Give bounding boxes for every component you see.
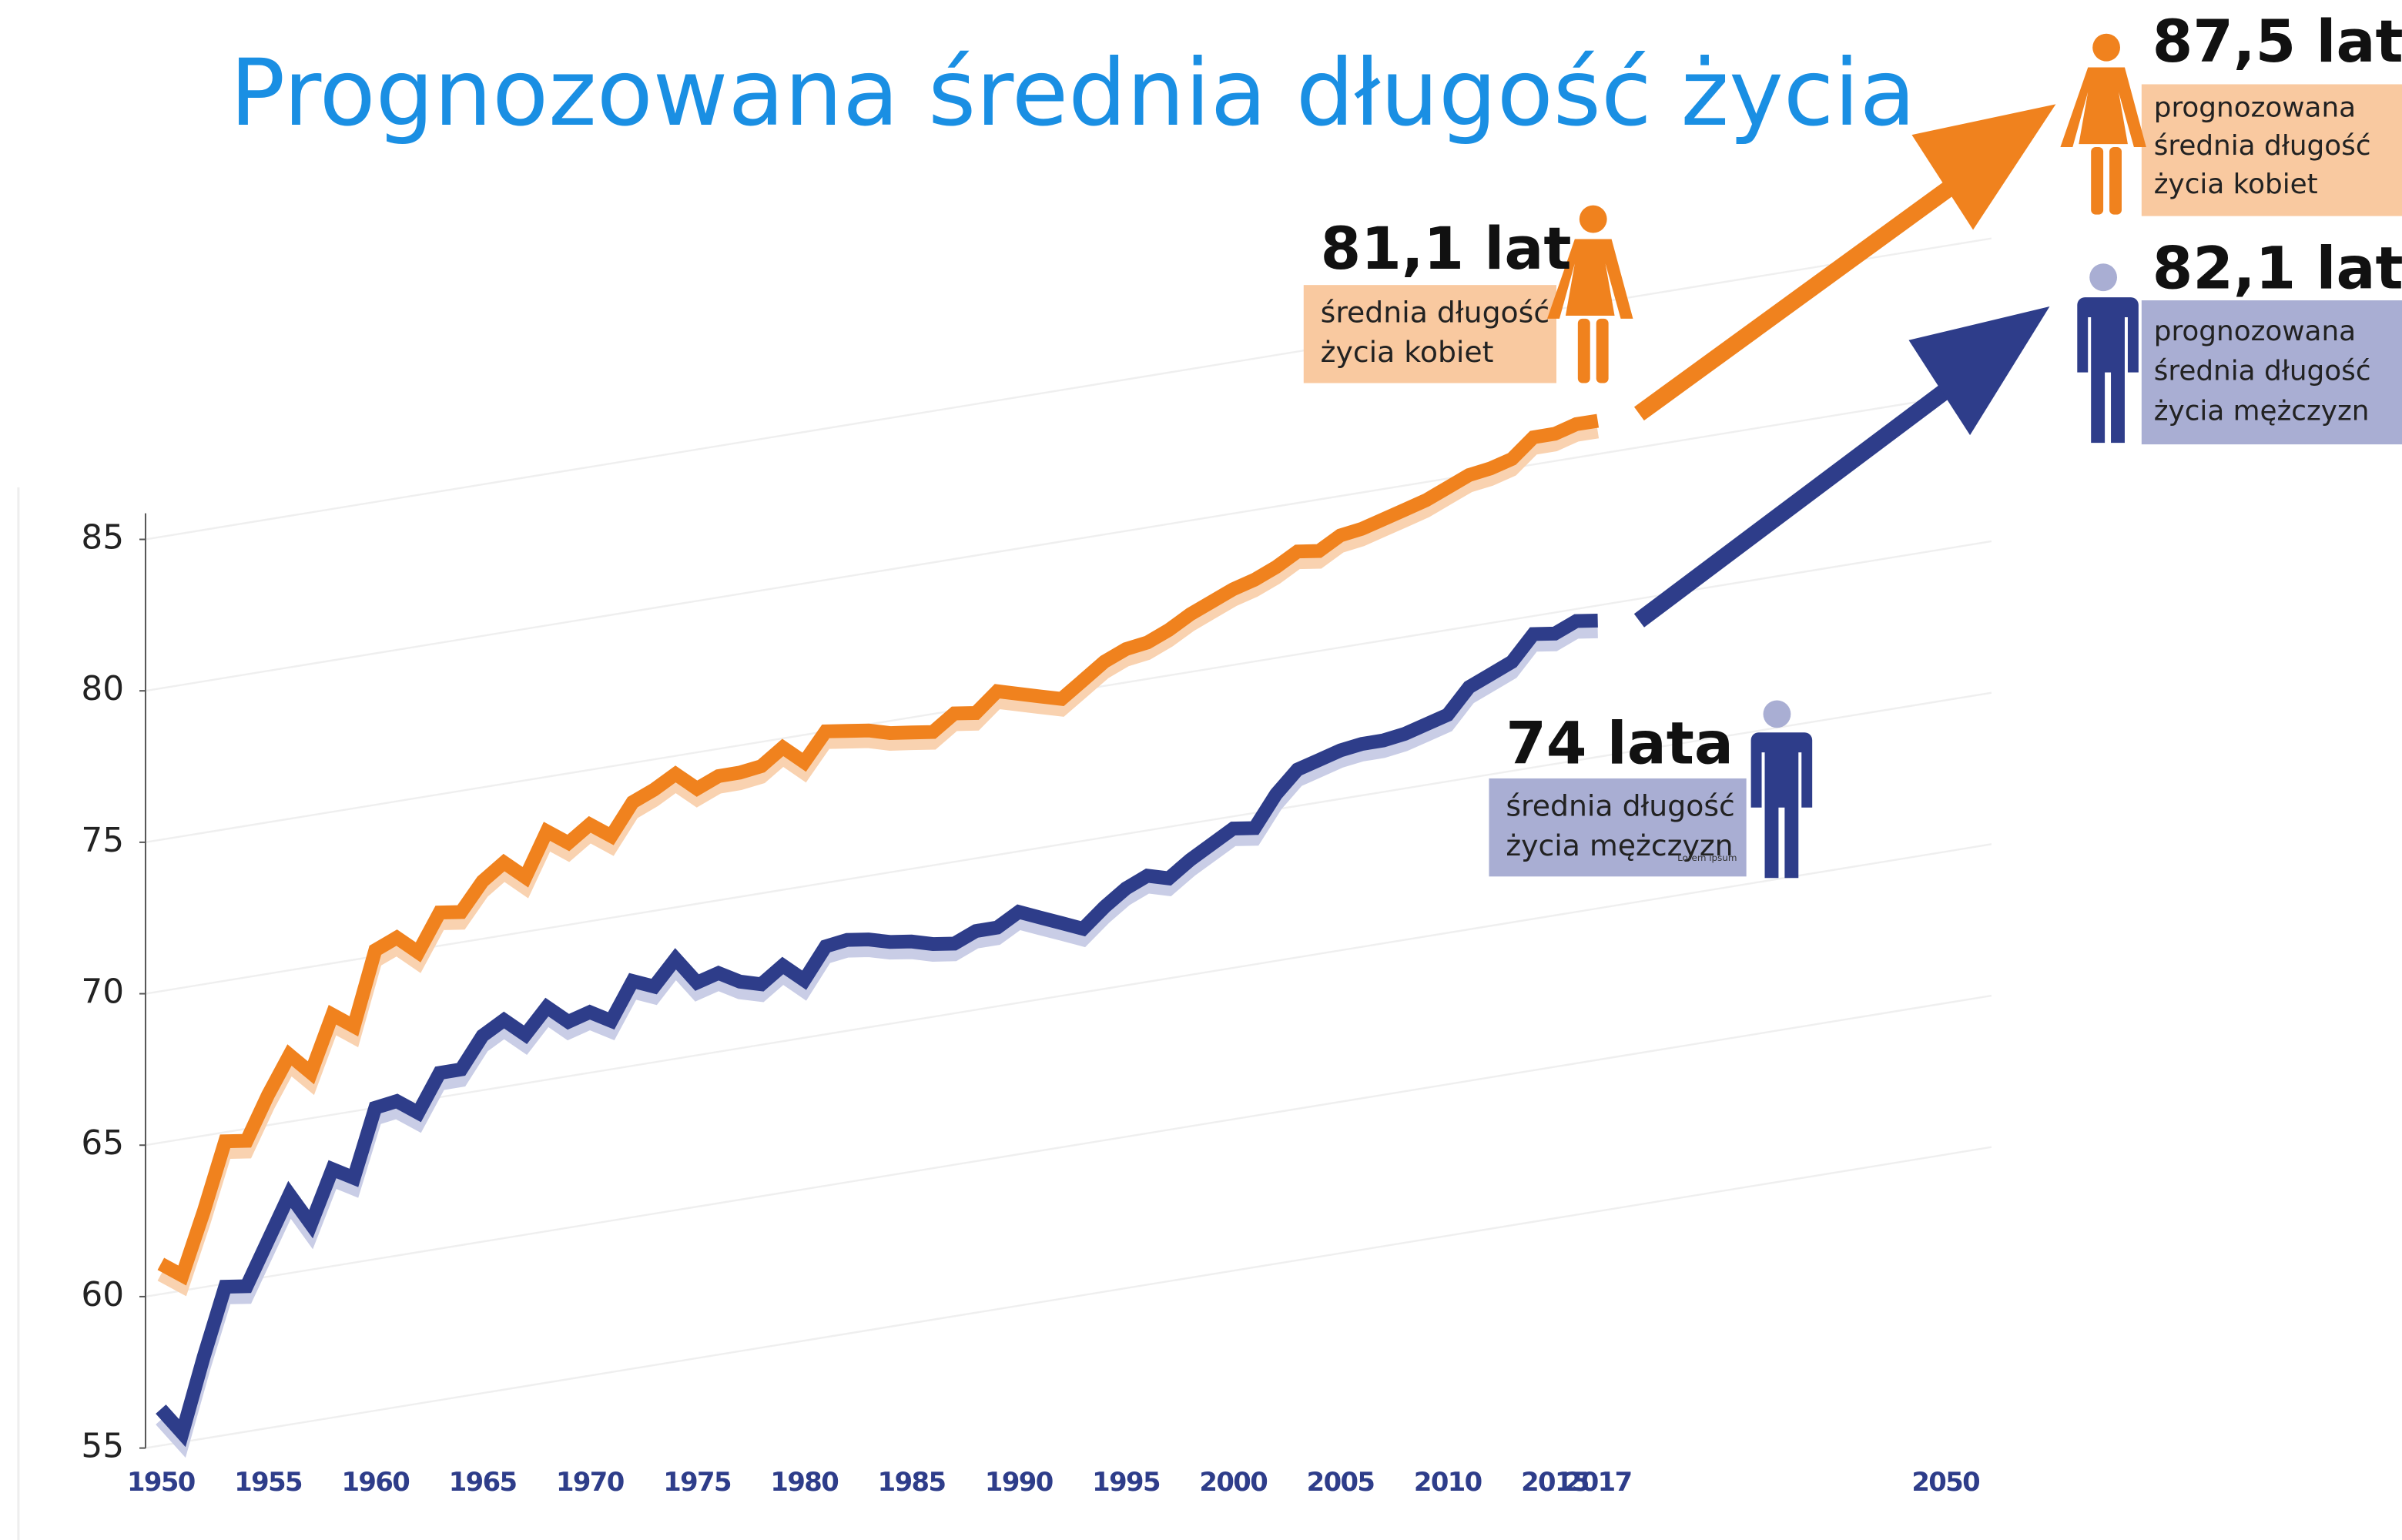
x-tick-label: 1975 — [663, 1467, 731, 1497]
grid-line — [145, 994, 1992, 1298]
series-line — [157, 413, 1600, 1286]
grid-line — [145, 691, 1992, 995]
x-tick-label: 1970 — [556, 1467, 624, 1497]
grid-line — [145, 843, 1992, 1147]
annotation-box — [1489, 778, 1747, 877]
annotation-text: życia kobiet — [2154, 169, 2318, 200]
line-shadow — [156, 624, 1598, 1458]
x-tick-label: 2017 — [1564, 1467, 1632, 1497]
woman-icon — [2060, 33, 2146, 215]
x-tick-label: 1990 — [985, 1467, 1053, 1497]
x-tick-label: 2050 — [1911, 1467, 1979, 1497]
x-tick-label: 2015 — [1521, 1467, 1589, 1497]
x-tick-label: 1995 — [1092, 1467, 1160, 1497]
x-tick-label: 1955 — [234, 1467, 302, 1497]
annotation-text: prognozowana — [2154, 316, 2356, 347]
annotation-text: średnia długość — [1506, 788, 1734, 822]
annotation-note: Lorem ipsum — [1677, 852, 1737, 863]
line-shadow — [157, 424, 1600, 1297]
man-icon — [2075, 263, 2139, 444]
annotation-text: średnia długość — [2154, 356, 2371, 387]
x-tick-label: 1950 — [127, 1467, 195, 1497]
woman-icon — [1547, 205, 1633, 383]
annotation-title: 81,1 lat — [1321, 215, 1572, 283]
annotation-text: średnia długość — [2154, 130, 2371, 162]
x-tick-label: 1965 — [449, 1467, 517, 1497]
x-tick-label: 2000 — [1199, 1467, 1267, 1497]
annotation-box — [1303, 285, 1556, 383]
annotation-title: 82,1 lat — [2152, 235, 2402, 303]
annotation-text: prognozowana — [2154, 92, 2356, 123]
series-line — [156, 614, 1598, 1448]
annotation-text: średnia długość — [1321, 295, 1549, 329]
y-tick-label: 65 — [81, 1123, 124, 1163]
x-tick-label: 1980 — [770, 1467, 838, 1497]
man-icon — [1749, 700, 1813, 879]
x-tick-label: 2010 — [1414, 1467, 1482, 1497]
grid-line — [145, 389, 1992, 692]
annotation-box — [2141, 84, 2402, 216]
arrow-men — [1633, 306, 2050, 628]
arrow-women — [1633, 104, 2056, 421]
grid-line — [145, 237, 1992, 541]
annotation-title: 87,5 lat — [2152, 8, 2402, 75]
y-tick-label: 60 — [81, 1275, 124, 1314]
annotation-text: życia kobiet — [1321, 335, 1494, 369]
y-tick-label: 85 — [81, 517, 124, 557]
x-tick-label: 1960 — [341, 1467, 409, 1497]
y-tick-label: 80 — [81, 669, 124, 708]
annotation-text: życia mężczyzn — [1506, 829, 1733, 862]
y-tick-label: 55 — [81, 1427, 124, 1466]
annotation-box — [2141, 300, 2402, 445]
x-tick-label: 2005 — [1307, 1467, 1375, 1497]
grid-line — [145, 1146, 1992, 1449]
chart-title: Prognozowana średnia długość życia — [229, 40, 1915, 147]
y-tick-label: 75 — [81, 821, 124, 860]
y-tick-label: 70 — [81, 973, 124, 1012]
x-tick-label: 1985 — [878, 1467, 946, 1497]
annotation-title: 74 lata — [1506, 710, 1734, 778]
annotation-text: życia mężczyzn — [2154, 395, 2370, 427]
